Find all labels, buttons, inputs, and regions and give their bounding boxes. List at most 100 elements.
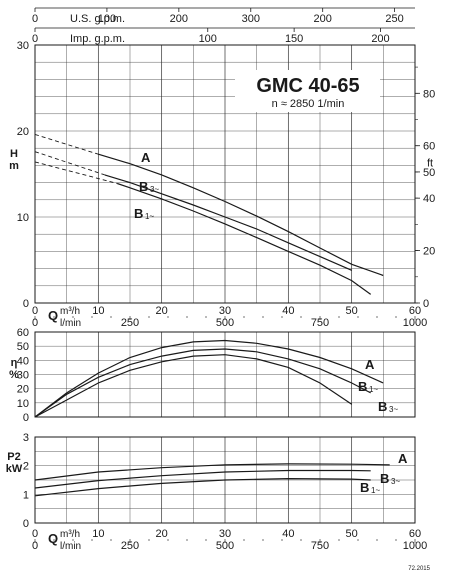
- series-dashed-line: [34, 151, 105, 176]
- m3h-tick-label: 10: [92, 305, 104, 317]
- series-label-sub: 3~: [391, 477, 400, 486]
- series-line: [117, 182, 372, 295]
- footer-code: 72.2015: [408, 566, 430, 572]
- right-tick-label: 40: [423, 193, 435, 205]
- y-tick-label: 10: [17, 212, 29, 224]
- series-line: [34, 469, 371, 489]
- right-tick-label: 80: [423, 88, 435, 100]
- y-tick-label: 30: [17, 40, 29, 52]
- series-line: [104, 174, 352, 271]
- y-tick-label: 20: [17, 384, 29, 396]
- series-line: [98, 153, 384, 277]
- series-label-sub: 3~: [150, 185, 159, 194]
- series-dashed-line: [34, 161, 118, 184]
- y-tick-label: 20: [17, 126, 29, 138]
- imp-gpm-tick-label: 100: [199, 33, 217, 45]
- lmin-tick-label: 750: [311, 540, 329, 552]
- imp-gpm-tick-label: 200: [371, 33, 389, 45]
- us-gpm-tick-label: 0: [32, 13, 38, 25]
- panel-frame: [34, 44, 416, 304]
- series-label: B: [360, 480, 369, 495]
- right-tick-label: 0: [423, 298, 429, 310]
- m3h-tick-label: 60: [409, 305, 421, 317]
- us-gpm-axis-label: U.S. g.p.m.: [70, 13, 125, 25]
- lmin-tick-label: 0: [32, 540, 38, 552]
- lmin-tick-label: 500: [216, 317, 234, 329]
- us-gpm-tick-label: 300: [242, 13, 260, 25]
- chart-subtitle: n ≈ 2850 1/min: [272, 98, 345, 110]
- m3h-tick-label: 50: [346, 528, 358, 540]
- panel-frame: [34, 331, 416, 418]
- series-label-sub: 1~: [145, 212, 154, 221]
- m3h-tick-label: 0: [32, 305, 38, 317]
- us-gpm-tick-label: 200: [314, 13, 332, 25]
- q-axis-label: Q: [48, 308, 58, 323]
- y-tick-label: 0: [23, 412, 29, 424]
- top-axes: U.S. g.p.m. Imp. g.p.m. 0 100 200 300 200 250…: [32, 7, 415, 45]
- series-label: B: [358, 379, 367, 394]
- m3h-unit-label: m³/h: [60, 306, 80, 317]
- lmin-tick-label: 1000: [403, 540, 427, 552]
- y-tick-label: 40: [17, 355, 29, 367]
- y-tick-label: 10: [17, 398, 29, 410]
- lmin-tick-label: 1000: [403, 317, 427, 329]
- series-label: B: [378, 399, 387, 414]
- right-axis-label: ft: [427, 158, 433, 170]
- series-label: A: [365, 357, 375, 372]
- lmin-unit-label: l/min: [60, 318, 81, 329]
- series-line: [34, 463, 390, 481]
- us-gpm-tick-label: 250: [385, 13, 403, 25]
- y-axis-label: η: [11, 357, 18, 369]
- lmin-tick-label: 500: [216, 540, 234, 552]
- m3h-unit-label: m³/h: [60, 529, 80, 540]
- m3h-tick-label: 40: [282, 528, 294, 540]
- series-label-sub: 3~: [389, 405, 398, 414]
- y-tick-label: 30: [17, 370, 29, 382]
- right-tick-label: 20: [423, 246, 435, 258]
- right-tick-label: 60: [423, 141, 435, 153]
- m3h-tick-label: 30: [219, 305, 231, 317]
- lmin-unit-label: l/min: [60, 541, 81, 552]
- y-tick-label: 2: [23, 461, 29, 473]
- y-tick-label: 3: [23, 432, 29, 444]
- m3h-tick-label: 40: [282, 305, 294, 317]
- lmin-tick-label: 250: [121, 317, 139, 329]
- imp-gpm-tick-label: 0: [32, 33, 38, 45]
- series-line: [34, 477, 371, 497]
- series-line: [34, 339, 384, 418]
- m3h-tick-label: 20: [156, 528, 168, 540]
- series-label: A: [141, 150, 151, 165]
- m3h-tick-label: 10: [92, 528, 104, 540]
- m3h-tick-label: 30: [219, 528, 231, 540]
- right-tick-label: 50: [423, 167, 435, 179]
- m3h-tick-label: 20: [156, 305, 168, 317]
- series-line: [34, 354, 353, 418]
- y-axis-label: H: [10, 148, 18, 160]
- us-gpm-tick-label: 200: [170, 13, 188, 25]
- y-tick-label: 1: [23, 489, 29, 501]
- imp-gpm-tick-label: 150: [285, 33, 303, 45]
- series-label-sub: 1~: [369, 385, 378, 394]
- title-backdrop: [235, 70, 380, 112]
- series-label: A: [398, 451, 408, 466]
- us-gpm-tick-label: 100: [98, 13, 116, 25]
- title-box: GMC 40-65 n ≈ 2850 1/min: [235, 70, 380, 112]
- m3h-tick-label: 60: [409, 528, 421, 540]
- y-tick-label: 0: [23, 518, 29, 530]
- y-tick-label: 60: [17, 327, 29, 339]
- chart-title: GMC 40-65: [256, 75, 359, 97]
- m3h-tick-label: 50: [346, 305, 358, 317]
- y-tick-label: 0: [23, 298, 29, 310]
- y-axis-label: %: [9, 369, 19, 381]
- series-label: B: [380, 471, 389, 486]
- m3h-tick-label: 0: [32, 528, 38, 540]
- y-axis-label: kW: [6, 463, 23, 475]
- lmin-tick-label: 250: [121, 540, 139, 552]
- imp-gpm-axis-label: Imp. g.p.m.: [70, 33, 125, 45]
- y-axis-label: P2: [7, 451, 20, 463]
